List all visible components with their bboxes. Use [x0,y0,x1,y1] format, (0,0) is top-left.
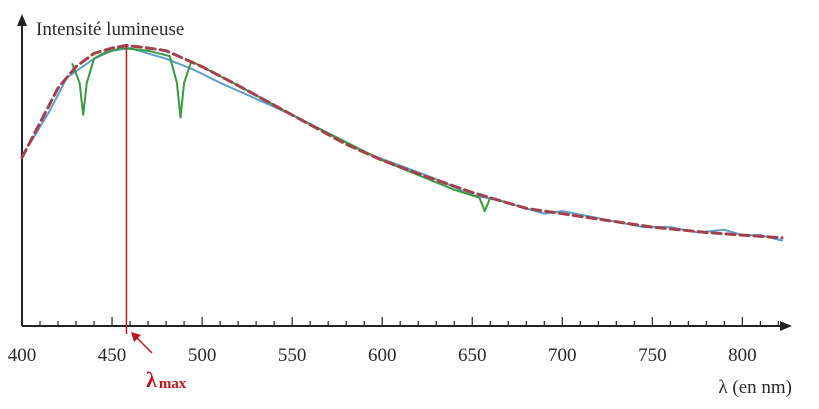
x-axis-arrow-icon [780,321,792,331]
y-axis-arrow-icon [17,14,27,26]
x-tick-label: 700 [548,345,577,366]
peak-subscript: max [159,376,187,392]
series-layer [20,43,784,242]
series-line-2 [30,47,783,242]
x-tick-label: 450 [98,345,127,366]
peak-arrow [136,337,153,354]
series-line-1 [20,43,784,240]
x-tick-label: 750 [638,345,667,366]
x-tick-label: 650 [458,345,487,366]
peak-symbol: λ [146,367,157,392]
x-tick-labels: 400 450 500 550 600 650 700 750 800 [8,345,757,366]
peak-label: λ max [146,367,187,392]
x-tick-label: 800 [728,345,757,366]
peak-layer: λ max [125,45,187,392]
y-axis-label: Intensité lumineuse [36,19,184,40]
peak-arrow-head-icon [131,332,141,342]
x-ticks [21,317,779,326]
x-tick-label: 400 [8,345,37,366]
x-tick-label: 500 [188,345,217,366]
x-axis-label: λ (en nm) [718,377,792,398]
series-line-3 [71,47,510,213]
x-tick-label: 550 [278,345,307,366]
x-tick-label: 600 [368,345,397,366]
axes [17,14,792,331]
